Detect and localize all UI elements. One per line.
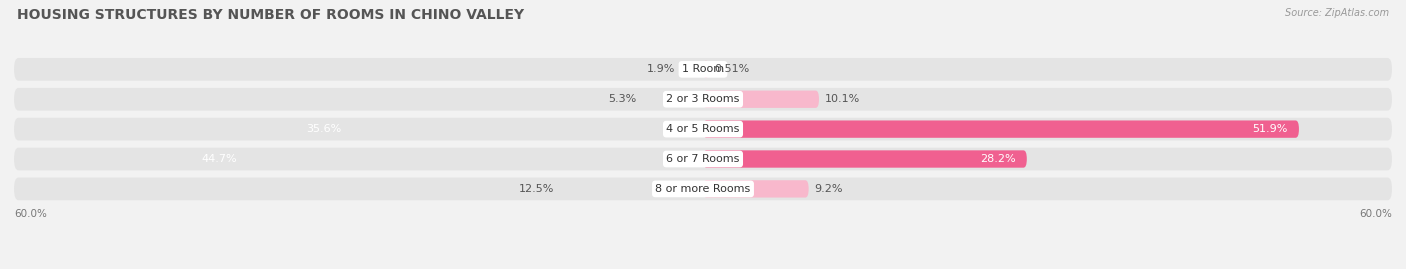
Text: 6 or 7 Rooms: 6 or 7 Rooms [666, 154, 740, 164]
Text: HOUSING STRUCTURES BY NUMBER OF ROOMS IN CHINO VALLEY: HOUSING STRUCTURES BY NUMBER OF ROOMS IN… [17, 8, 524, 22]
Text: 4 or 5 Rooms: 4 or 5 Rooms [666, 124, 740, 134]
Text: 1 Room: 1 Room [682, 64, 724, 74]
FancyBboxPatch shape [14, 88, 1392, 111]
Text: 2 or 3 Rooms: 2 or 3 Rooms [666, 94, 740, 104]
Text: 1.9%: 1.9% [647, 64, 675, 74]
Text: 51.9%: 51.9% [1253, 124, 1288, 134]
FancyBboxPatch shape [703, 121, 1299, 138]
Text: 12.5%: 12.5% [519, 184, 554, 194]
FancyBboxPatch shape [703, 91, 818, 108]
Text: 44.7%: 44.7% [201, 154, 236, 164]
FancyBboxPatch shape [703, 180, 808, 197]
FancyBboxPatch shape [703, 61, 709, 78]
FancyBboxPatch shape [14, 118, 1392, 140]
Text: 35.6%: 35.6% [305, 124, 342, 134]
Text: 28.2%: 28.2% [980, 154, 1015, 164]
Text: 10.1%: 10.1% [825, 94, 860, 104]
FancyBboxPatch shape [14, 148, 1392, 170]
Text: 5.3%: 5.3% [609, 94, 637, 104]
FancyBboxPatch shape [703, 150, 1026, 168]
Text: Source: ZipAtlas.com: Source: ZipAtlas.com [1285, 8, 1389, 18]
Text: 0.51%: 0.51% [714, 64, 749, 74]
FancyBboxPatch shape [14, 178, 1392, 200]
Text: 9.2%: 9.2% [814, 184, 842, 194]
FancyBboxPatch shape [14, 58, 1392, 81]
Text: 60.0%: 60.0% [1360, 209, 1392, 219]
Text: 8 or more Rooms: 8 or more Rooms [655, 184, 751, 194]
Text: 60.0%: 60.0% [14, 209, 46, 219]
